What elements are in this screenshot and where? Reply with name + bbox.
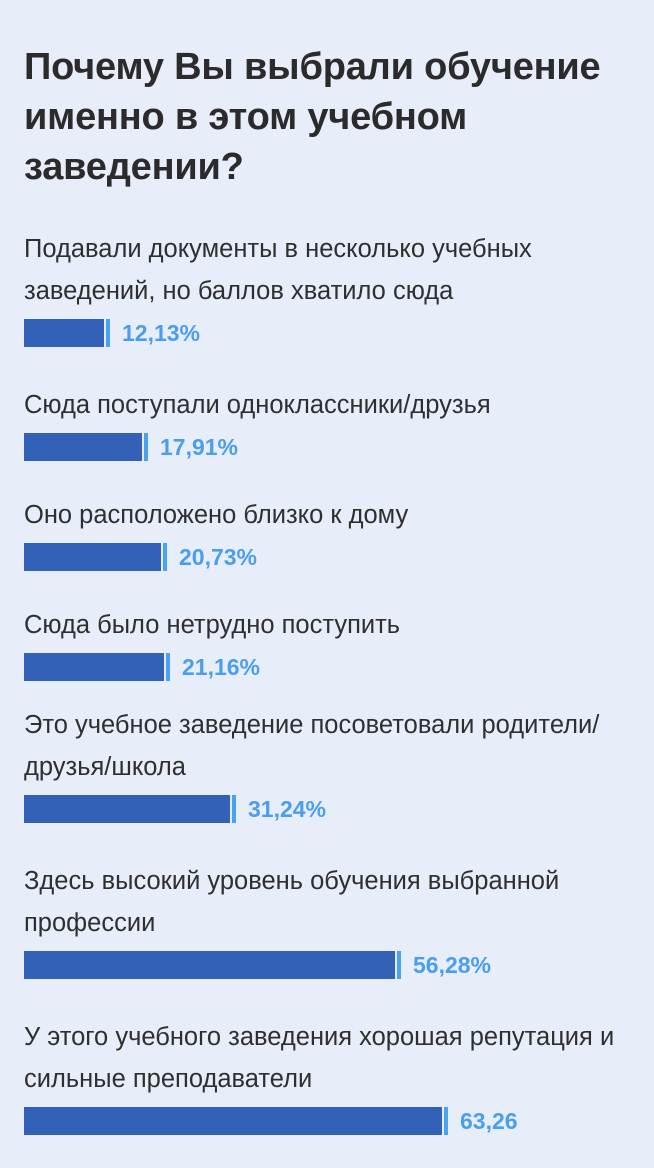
- bar-cap: [166, 653, 170, 681]
- chart-item: Сюда поступали одноклассники/друзья 17,9…: [24, 384, 634, 461]
- bar-cap: [144, 433, 148, 461]
- bar-row: 31,24%: [24, 795, 634, 823]
- value-label: 12,13%: [122, 320, 201, 346]
- chart-item: Здесь высокий уровень обучения выбранной…: [24, 860, 634, 979]
- bar-cap: [232, 795, 236, 823]
- category-label: Оно расположено близко к дому: [24, 501, 409, 529]
- bar-row: 56,28%: [24, 951, 634, 979]
- bar: [24, 433, 142, 461]
- bar: [24, 795, 230, 823]
- category-label: Подавали документы в несколько учебных з…: [24, 235, 532, 305]
- chart-item: Это учебное заведение посоветовали родит…: [24, 704, 634, 823]
- value-label: 63,26: [460, 1108, 518, 1134]
- bar-cap: [163, 543, 167, 571]
- chart-item: У этого учебного заведения хорошая репут…: [24, 1016, 634, 1135]
- bar-row: 12,13%: [24, 319, 634, 347]
- chart-item: Подавали документы в несколько учебных з…: [24, 228, 634, 347]
- bar: [24, 319, 104, 347]
- bar-cap: [106, 319, 110, 347]
- bar: [24, 1107, 442, 1135]
- bar-cap: [444, 1107, 448, 1135]
- category-label: Сюда поступали одноклассники/друзья: [24, 391, 491, 419]
- value-label: 21,16%: [182, 654, 261, 680]
- bar-cap: [397, 951, 401, 979]
- bar: [24, 951, 395, 979]
- category-label: Сюда было нетрудно поступить: [24, 611, 401, 639]
- bar: [24, 653, 164, 681]
- bar-row: 21,16%: [24, 653, 634, 681]
- chart-title: Почему Вы выбрали обучение именно в этом…: [24, 46, 601, 188]
- bar-row: 20,73%: [24, 543, 634, 571]
- chart-item: Сюда было нетрудно поступить 21,16%: [24, 604, 634, 681]
- bar: [24, 543, 161, 571]
- value-label: 17,91%: [160, 434, 239, 460]
- chart-item: Оно расположено близко к дому 20,73%: [24, 494, 634, 571]
- value-label: 31,24%: [248, 796, 327, 822]
- value-label: 56,28%: [413, 952, 492, 978]
- bar-row: 63,26: [24, 1107, 634, 1135]
- category-label: Это учебное заведение посоветовали родит…: [24, 711, 600, 781]
- value-label: 20,73%: [179, 544, 258, 570]
- category-label: У этого учебного заведения хорошая репут…: [24, 1023, 615, 1093]
- bar-row: 17,91%: [24, 433, 634, 461]
- category-label: Здесь высокий уровень обучения выбранной…: [24, 867, 560, 937]
